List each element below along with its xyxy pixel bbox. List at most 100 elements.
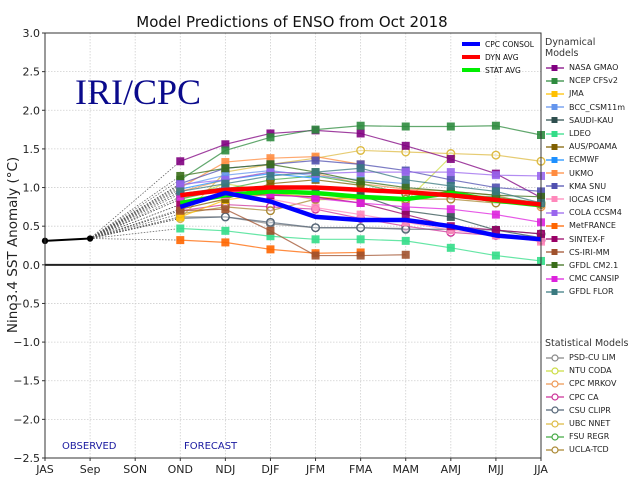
- data-point: [491, 251, 500, 260]
- data-point: [311, 168, 320, 177]
- observed-series: [41, 235, 94, 245]
- legend-label: DYN AVG: [485, 53, 519, 62]
- data-point: [356, 177, 365, 186]
- data-point: [265, 217, 275, 227]
- legend-item: BCC_CSM11m: [545, 101, 629, 114]
- legend-label: SAUDI-KAU: [569, 115, 614, 125]
- data-point: [176, 171, 185, 180]
- connector-line: [89, 161, 181, 239]
- legend-item: UCLA-TCD: [545, 443, 628, 456]
- square-marker-icon: [546, 90, 564, 97]
- data-point: [356, 121, 365, 130]
- x-tick-label: SON: [123, 463, 147, 476]
- square-marker-icon: [546, 222, 564, 229]
- data-point: [356, 251, 365, 260]
- legend-item: ECMWF: [545, 153, 629, 166]
- data-point: [446, 182, 455, 190]
- legend-label: NCEP CFSv2: [569, 76, 618, 86]
- connector-line: [90, 238, 181, 241]
- y-tick-label: 2.0: [23, 104, 41, 117]
- connector-line: [89, 179, 181, 239]
- data-point: [176, 206, 185, 215]
- circle-marker-icon: [546, 367, 564, 375]
- legend-item: CPC MRKOV: [545, 377, 628, 390]
- legend-item: IOCAS ICM: [545, 193, 629, 206]
- legend-item: GFDL FLOR: [545, 285, 629, 298]
- data-point: [221, 164, 230, 173]
- legend-label: STAT AVG: [485, 66, 521, 75]
- data-point: [356, 129, 365, 138]
- legend-label: SINTEX-F: [569, 234, 605, 244]
- data-point: [356, 199, 365, 207]
- connector-line: [89, 184, 181, 239]
- data-point: [176, 192, 185, 201]
- square-marker-icon: [546, 236, 564, 243]
- data-point: [266, 179, 275, 188]
- data-point: [446, 175, 455, 184]
- legend-item: CMC CANSIP: [545, 272, 629, 285]
- legend-item: NCEP CFSv2: [545, 74, 629, 87]
- data-point: [446, 212, 455, 221]
- legend-item: SAUDI-KAU: [545, 114, 629, 127]
- data-point: [491, 121, 500, 130]
- dynamical-legend-title: Dynamical Models: [545, 37, 596, 59]
- legend-label: CMC CANSIP: [569, 274, 619, 284]
- data-point: [311, 125, 320, 134]
- x-tick-label: DJF: [261, 463, 279, 476]
- legend-label: PSD-CU LIM: [569, 353, 616, 363]
- data-point: [311, 235, 320, 244]
- legend-label: CSU CLIPR: [569, 405, 611, 415]
- data-point: [401, 250, 410, 259]
- y-tick-label: 1.0: [23, 182, 41, 195]
- legend-label: CPC CONSOL: [485, 40, 535, 49]
- connector-line: [89, 175, 181, 239]
- dynamical-legend: Dynamical Models NASA GMAO NCEP CFSv2 JMA B…: [545, 37, 629, 298]
- square-marker-icon: [546, 275, 564, 282]
- plot-frame: [44, 32, 542, 459]
- data-point: [176, 180, 185, 189]
- data-point: [401, 202, 410, 211]
- legend-item: CS-IRI-MM: [545, 246, 629, 259]
- data-point: [176, 212, 185, 221]
- legend-label: LDEO: [569, 129, 591, 139]
- legend-item: LDEO: [545, 127, 629, 140]
- y-tick-label: 2.5: [23, 66, 41, 79]
- series-line: [180, 216, 542, 235]
- y-tick-label: 0.5: [23, 220, 41, 233]
- data-point: [311, 251, 320, 260]
- legend-label: BCC_CSM11m: [569, 102, 626, 112]
- circle-marker-icon: [546, 433, 564, 441]
- legend-label: ECMWF: [569, 155, 600, 165]
- data-point: [401, 218, 410, 227]
- data-point: [266, 154, 275, 163]
- legend-item: AUS/POAMA: [545, 140, 629, 153]
- data-point: [446, 154, 455, 163]
- data-point: [356, 210, 365, 219]
- data-point: [401, 168, 410, 177]
- y-tick-label: 0.0: [23, 259, 41, 272]
- data-point: [311, 203, 320, 212]
- legend-label: IOCAS ICM: [569, 194, 612, 204]
- legend-label: CPC CA: [569, 392, 599, 402]
- legend-item: UBC NNET: [545, 417, 628, 430]
- square-marker-icon: [546, 156, 564, 163]
- circle-marker-icon: [546, 353, 564, 362]
- circle-marker-icon: [546, 380, 564, 388]
- statistical-legend-title: Statistical Models: [545, 338, 629, 349]
- x-tick-label: JFM: [305, 463, 325, 476]
- data-point: [221, 158, 230, 167]
- data-point: [491, 187, 500, 196]
- data-point: [401, 141, 410, 150]
- connector-line: [89, 198, 181, 239]
- x-tick-label: OND: [168, 463, 193, 476]
- data-point: [221, 140, 230, 149]
- square-marker-icon: [546, 249, 564, 256]
- connector-line: [89, 188, 181, 239]
- circle-marker-icon: [546, 393, 564, 401]
- connector-line: [90, 228, 181, 239]
- x-tick-label: JAS: [35, 463, 54, 476]
- legend-label: CPC MRKOV: [569, 379, 617, 389]
- legend-item: SINTEX-F: [545, 232, 629, 245]
- data-point: [266, 245, 275, 254]
- connector-line: [89, 183, 181, 239]
